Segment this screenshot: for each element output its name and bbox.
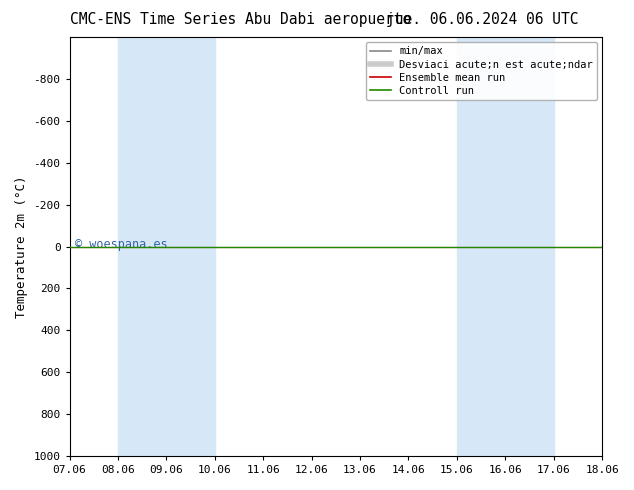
Y-axis label: Temperature 2m (°C): Temperature 2m (°C) [15, 175, 28, 318]
Text: © woespana.es: © woespana.es [75, 238, 167, 251]
Bar [457, 37, 553, 456]
Text: CMC-ENS Time Series Abu Dabi aeropuerto: CMC-ENS Time Series Abu Dabi aeropuerto [70, 12, 411, 27]
Text: jue. 06.06.2024 06 UTC: jue. 06.06.2024 06 UTC [385, 12, 578, 27]
Bar [118, 37, 215, 456]
Legend: min/max, Desviaci acute;n est acute;ndar, Ensemble mean run, Controll run: min/max, Desviaci acute;n est acute;ndar… [366, 42, 597, 100]
